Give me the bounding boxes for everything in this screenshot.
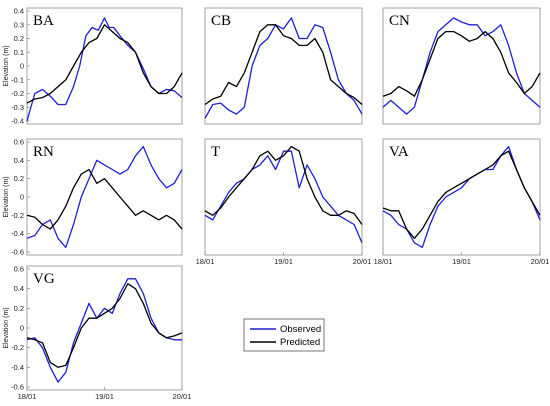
panel-rn-title: RN (33, 144, 54, 160)
legend-predicted-label: Predicted (280, 337, 320, 348)
panel-rn-frame (26, 138, 183, 256)
panel-cb-predicted-line (204, 24, 363, 106)
ytick-label: 0.6 (14, 265, 24, 274)
panel-ba-title: BA (33, 13, 54, 29)
panel-cn: CN (382, 7, 541, 125)
panels-group: 0.4 0.3 0.2 0.1 0 -0.1 -0.2 -0.3 -0.4 Elevation (… (3, 7, 549, 402)
ytick-label: -0.4 (11, 363, 24, 372)
ytick-label: -0.6 (11, 383, 24, 392)
ytick-label: -0.4 (11, 117, 24, 126)
panel-t-observed-line (204, 150, 363, 244)
panel-cb-title: CB (211, 13, 231, 29)
ytick-label: 0.4 (14, 284, 24, 293)
ytick-label: -0.2 (11, 89, 24, 98)
panel-vg: 0.6 0.4 0.2 0 -0.2 -0.4 -0.618/01 19/01 20/01 Ele… (3, 265, 191, 402)
legend-frame (243, 318, 325, 352)
panel-ba-ylabel: Elevation (m) (3, 45, 10, 86)
ytick-label: -0.2 (11, 343, 24, 352)
panel-cn-predicted-line (382, 30, 541, 97)
legend-observed-label: Observed (280, 324, 321, 335)
ytick-label: -0.4 (11, 229, 24, 238)
panel-cn-observed-line (382, 17, 541, 115)
ytick-label: 0.4 (14, 156, 24, 165)
ytick-label: 0 (20, 62, 24, 71)
xtick-label: 19/01 (95, 392, 114, 401)
ytick-label: 0.6 (14, 138, 24, 147)
xtick-label: 19/01 (452, 257, 471, 266)
xtick-label: 20/01 (531, 257, 550, 266)
legend: Observed Predicted (243, 318, 325, 352)
panel-cb-observed-line (204, 17, 363, 119)
ytick-label: 0.2 (14, 34, 24, 43)
panel-vg-title: VG (33, 271, 55, 287)
xtick-label: 18/01 (196, 257, 215, 266)
ytick-label: 0.3 (14, 20, 24, 29)
ytick-label: 0.2 (14, 174, 24, 183)
panel-vg-predicted-line (26, 283, 183, 368)
panel-rn-predicted-line (26, 168, 183, 230)
panel-va-frame (382, 138, 541, 256)
panel-ba: 0.4 0.3 0.2 0.1 0 -0.1 -0.2 -0.3 -0.4 Elevation (… (3, 7, 183, 126)
xtick-label: 20/01 (173, 392, 192, 401)
xtick-label: 18/01 (18, 392, 37, 401)
ytick-label: -0.2 (11, 211, 24, 220)
ytick-label: 0 (20, 193, 24, 202)
panel-t: 18/01 19/01 20/01 T (196, 138, 372, 266)
panel-ba-predicted-line (26, 24, 183, 104)
ytick-label: 0 (20, 324, 24, 333)
ytick-label: 0.2 (14, 304, 24, 313)
panel-va-title: VA (389, 144, 409, 160)
panel-cb-frame (204, 7, 363, 125)
xtick-label: 18/01 (374, 257, 393, 266)
panel-ba-frame (26, 7, 183, 125)
panel-cn-title: CN (389, 13, 410, 29)
panel-t-frame (204, 138, 363, 256)
panel-t-predicted-line (204, 145, 363, 225)
panel-rn: 0.6 0.4 0.2 0 -0.2 -0.4 -0.6 Elevation (m) RN (3, 138, 183, 257)
panel-rn-ylabel: Elevation (m) (3, 176, 10, 217)
ytick-label: 0.4 (14, 7, 24, 16)
panel-va: 18/01 19/01 20/01 VA (374, 138, 550, 266)
panel-t-title: T (211, 144, 220, 160)
ytick-label: -0.3 (11, 103, 24, 112)
ytick-label: 0.1 (14, 48, 24, 57)
ytick-label: -0.6 (11, 248, 24, 257)
panel-vg-ylabel: Elevation (m) (3, 307, 10, 348)
panel-vg-observed-line (26, 278, 182, 383)
ytick-label: -0.1 (11, 75, 24, 84)
xtick-label: 19/01 (274, 257, 293, 266)
xtick-label: 20/01 (353, 257, 372, 266)
panel-va-predicted-line (382, 150, 541, 239)
panel-cb: CB (204, 7, 363, 125)
panel-cn-frame (382, 7, 541, 125)
